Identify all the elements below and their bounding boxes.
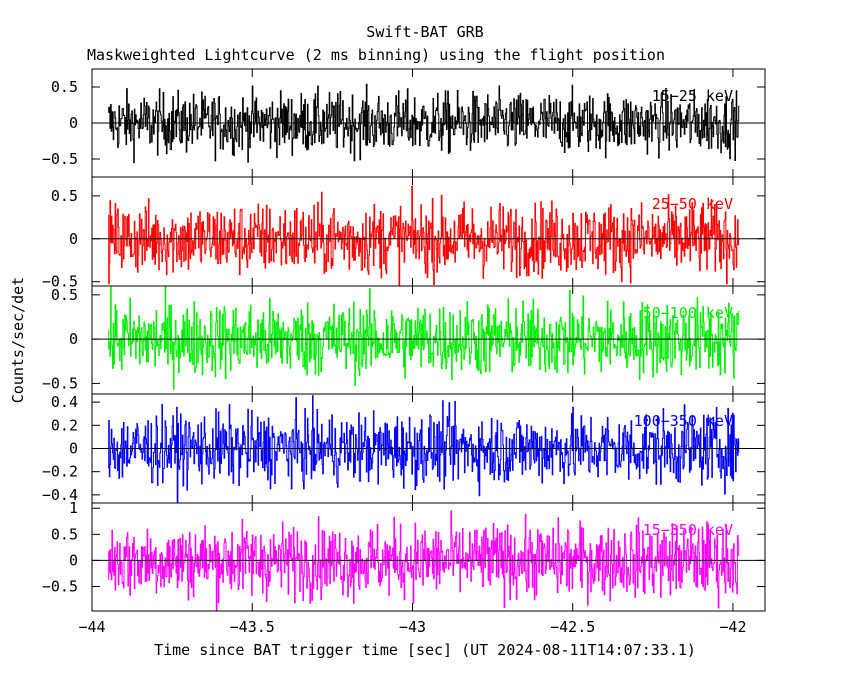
y-tick-label-5-1: 0.5 [51, 525, 78, 543]
series-line-3 [108, 286, 740, 390]
band-label-2: 25−50 keV [652, 195, 733, 213]
x-tick-label-0: −44 [78, 618, 105, 636]
series-line-1 [108, 83, 740, 164]
chart-title: Swift-BAT GRB [366, 23, 483, 41]
y-tick-label-1-2: −0.5 [42, 150, 78, 168]
y-tick-label-2-0: 0.5 [51, 187, 78, 205]
x-tick-label-4: −42 [719, 618, 746, 636]
y-tick-label-4-0: 0.4 [51, 393, 78, 411]
y-tick-label-2-2: −0.5 [42, 273, 78, 291]
y-tick-label-3-1: 0 [69, 330, 78, 348]
band-label-3: 50−100 keV [643, 304, 733, 322]
y-axis-label: Counts/sec/det [9, 277, 27, 403]
x-axis-label: Time since BAT trigger time [sec] (UT 20… [154, 641, 696, 659]
x-tick-label-1: −43.5 [230, 618, 275, 636]
y-tick-label-5-3: −0.5 [42, 577, 78, 595]
panel-frame-5 [91, 502, 766, 612]
y-tick-label-4-1: 0.2 [51, 416, 78, 434]
series-line-5 [108, 510, 740, 611]
series-line-2 [108, 185, 740, 286]
chart-subtitle: Maskweighted Lightcurve (2 ms binning) u… [87, 46, 665, 64]
band-label-4: 100−350 keV [634, 412, 733, 430]
panel-3: 0.5 0 −0.5 50−100 keV [42, 285, 766, 395]
panels-group: 0.5 0 −0.5 15−25 keV 0.5 0 −0.5 25−50 keV 0.5 0 −0… [42, 68, 766, 612]
x-tick-label-2: −43 [399, 618, 426, 636]
y-tick-label-5-0: 1 [69, 499, 78, 517]
band-label-5: 15−350 keV [643, 521, 733, 539]
band-label-1: 15−25 keV [652, 87, 733, 105]
panel-5: 1 0.5 0 −0.5 15−350 keV [42, 499, 766, 612]
x-axis: −44 −43.5 −43 −42.5 −42 [78, 618, 746, 636]
panel-1: 0.5 0 −0.5 15−25 keV [42, 68, 766, 178]
y-tick-label-4-4: −0.4 [42, 486, 78, 504]
y-tick-label-3-2: −0.5 [42, 374, 78, 392]
panel-4: 0.4 0.2 0 −0.2 −0.4 100−350 keV [42, 393, 766, 504]
y-tick-label-4-2: 0 [69, 440, 78, 458]
x-tick-label-3: −42.5 [550, 618, 595, 636]
y-tick-label-3-0: 0.5 [51, 286, 78, 304]
y-tick-label-1-1: 0 [69, 114, 78, 132]
series-line-4 [108, 395, 740, 503]
y-tick-label-2-1: 0 [69, 230, 78, 248]
y-tick-label-5-2: 0 [69, 551, 78, 569]
panel-2: 0.5 0 −0.5 25−50 keV [42, 176, 766, 291]
y-tick-label-4-3: −0.2 [42, 463, 78, 481]
y-tick-label-1-0: 0.5 [51, 78, 78, 96]
